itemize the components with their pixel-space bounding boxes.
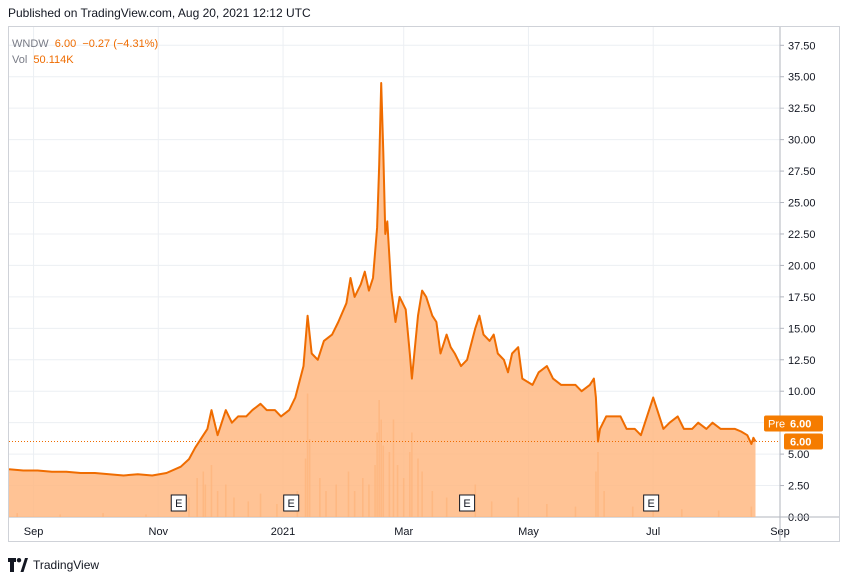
footer-brand: TradingView	[33, 558, 100, 572]
earnings-marker-label: E	[175, 498, 182, 510]
earnings-marker	[283, 494, 300, 512]
y-tick-label: 30.00	[788, 135, 816, 147]
earnings-marker	[459, 494, 476, 512]
x-tick-label: Sep	[24, 526, 44, 538]
pre-market-label: Pre	[768, 419, 785, 431]
earnings-marker	[170, 494, 187, 512]
x-tick-label: Mar	[394, 526, 413, 538]
chart-legend: WNDW 6.00 −0.27 (−4.31%) Vol 50.114K	[12, 36, 158, 68]
y-tick-label: 17.50	[788, 292, 816, 304]
x-tick-label: 2021	[271, 526, 295, 538]
x-tick-label: Nov	[149, 526, 169, 538]
tradingview-logo-icon	[8, 558, 28, 572]
y-tick-label: 37.50	[788, 40, 816, 52]
legend-symbol: WNDW	[12, 38, 49, 50]
price-area	[9, 83, 756, 517]
y-tick-label: 10.00	[788, 386, 816, 398]
earnings-marker-label: E	[647, 498, 654, 510]
legend-change: −0.27 (−4.31%)	[82, 38, 159, 50]
published-header: Published on TradingView.com, Aug 20, 20…	[8, 6, 311, 20]
y-tick-label: 32.50	[788, 103, 816, 115]
legend-volume-row: Vol 50.114K	[12, 52, 158, 68]
last-price-value: 6.00	[790, 437, 811, 449]
x-tick-label: Jul	[646, 526, 660, 538]
price-line	[9, 82, 757, 477]
y-tick-label: 20.00	[788, 260, 816, 272]
chart-frame[interactable]: 0.002.505.007.5010.0012.5015.0017.5020.0…	[8, 26, 840, 542]
footer[interactable]: TradingView	[8, 556, 99, 574]
legend-vol-label: Vol	[12, 54, 28, 66]
y-tick-label: 15.00	[788, 323, 816, 335]
x-tick-label: May	[518, 526, 539, 538]
y-tick-label: 35.00	[788, 72, 816, 84]
price-chart[interactable]: 0.002.505.007.5010.0012.5015.0017.5020.0…	[9, 27, 839, 541]
pre-market-value: 6.00	[790, 419, 811, 431]
y-tick-label: 25.00	[788, 198, 816, 210]
y-tick-label: 2.50	[788, 481, 809, 493]
y-tick-label: 0.00	[788, 512, 809, 524]
y-tick-label: 27.50	[788, 166, 816, 178]
y-tick-label: 22.50	[788, 229, 816, 241]
earnings-marker-label: E	[463, 498, 470, 510]
legend-vol-value: 50.114K	[33, 54, 74, 66]
last-price-badge	[784, 433, 823, 450]
pre-market-badge	[764, 415, 823, 432]
earnings-marker	[643, 494, 660, 512]
y-tick-label: 12.50	[788, 355, 816, 367]
earnings-marker-label: E	[288, 498, 295, 510]
legend-price-row: WNDW 6.00 −0.27 (−4.31%)	[12, 36, 158, 52]
legend-price: 6.00	[54, 38, 77, 50]
y-tick-label: 5.00	[788, 449, 809, 461]
